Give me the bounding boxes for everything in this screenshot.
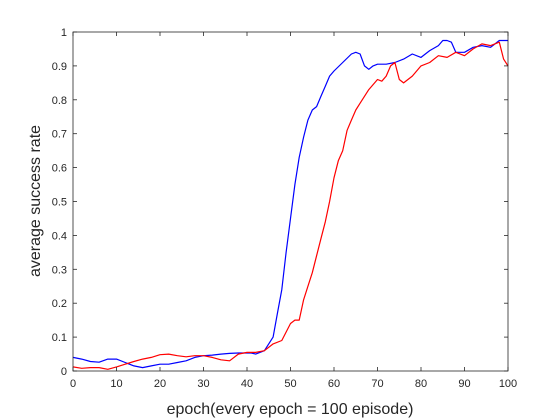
y-tick-label: 0.3 <box>52 264 67 276</box>
x-tick-label: 90 <box>458 378 470 390</box>
x-tick-label: 30 <box>197 378 209 390</box>
x-tick-label: 100 <box>499 378 517 390</box>
plot-area-background <box>73 32 508 371</box>
x-tick-label: 70 <box>371 378 383 390</box>
y-tick-label: 0.8 <box>52 95 67 107</box>
y-tick-label: 1 <box>61 27 67 39</box>
x-tick-label: 0 <box>70 378 76 390</box>
x-axis-title: epoch(every epoch = 100 episode) <box>167 401 414 418</box>
x-tick-label: 50 <box>284 378 296 390</box>
x-tick-label: 40 <box>241 378 253 390</box>
y-tick-label: 0.7 <box>52 129 67 141</box>
y-axis-title: average success rate <box>27 125 44 277</box>
y-tick-label: 0.1 <box>52 332 67 344</box>
x-tick-label: 60 <box>328 378 340 390</box>
series-line-1 <box>72 39 508 369</box>
x-tick-label: 20 <box>154 378 166 390</box>
x-axis-ticks: 0 10 20 30 40 50 60 70 80 90 100 <box>70 32 517 390</box>
y-axis-ticks: 0 0.1 0.2 0.3 0.4 0.5 0.6 0.7 0.8 0.9 1 <box>52 27 508 378</box>
y-tick-label: 0.5 <box>52 197 67 209</box>
x-tick-label: 10 <box>110 378 122 390</box>
series-line-2 <box>72 41 509 370</box>
y-tick-label: 0.4 <box>52 230 67 242</box>
y-tick-label: 0 <box>61 366 67 378</box>
x-tick-label: 80 <box>415 378 427 390</box>
series-layer <box>72 39 509 370</box>
y-tick-label: 0.2 <box>52 298 67 310</box>
y-tick-label: 0.6 <box>52 163 67 175</box>
y-tick-label: 0.9 <box>52 61 67 73</box>
